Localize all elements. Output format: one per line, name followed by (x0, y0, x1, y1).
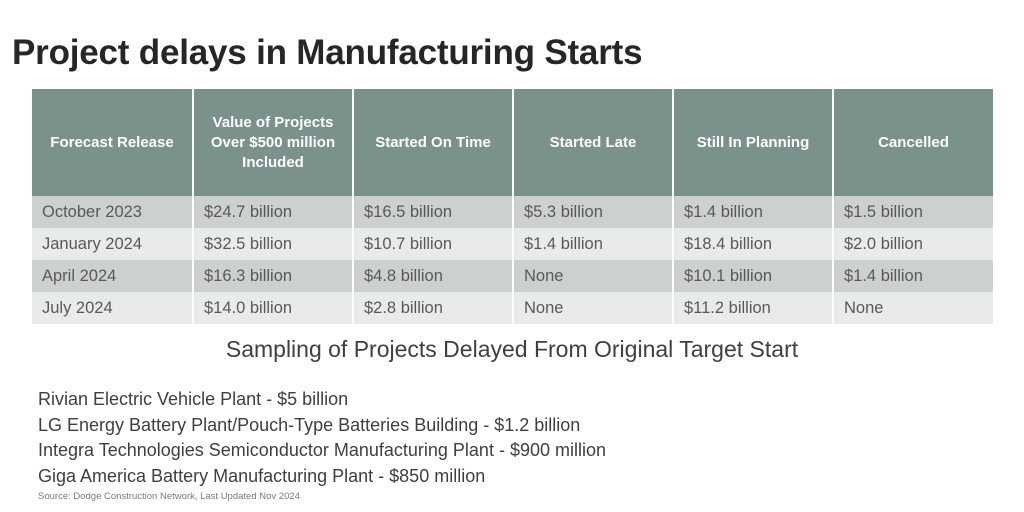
project-delays-table-container: Forecast Release Value of Projects Over … (32, 89, 993, 324)
section-subtitle: Sampling of Projects Delayed From Origin… (225, 336, 799, 362)
cell-cancelled: $1.5 billion (834, 196, 993, 228)
column-header-started-late: Started Late (514, 89, 674, 196)
sample-projects-list: Rivian Electric Vehicle Plant - $5 billi… (38, 387, 606, 489)
table-header: Forecast Release Value of Projects Over … (32, 89, 993, 196)
list-item: Giga America Battery Manufacturing Plant… (38, 465, 486, 486)
list-item: LG Energy Battery Plant/Pouch-Type Batte… (38, 414, 581, 435)
cell-forecast-release: April 2024 (32, 260, 194, 292)
cell-cancelled: $2.0 billion (834, 228, 993, 260)
cell-started-on-time: $10.7 billion (354, 228, 514, 260)
cell-started-late: None (514, 260, 674, 292)
table-row: October 2023 $24.7 billion $16.5 billion… (32, 196, 993, 228)
cell-started-on-time: $2.8 billion (354, 292, 514, 324)
table-header-row: Forecast Release Value of Projects Over … (32, 89, 993, 196)
cell-started-on-time: $16.5 billion (354, 196, 514, 228)
cell-forecast-release: January 2024 (32, 228, 194, 260)
column-header-cancelled: Cancelled (834, 89, 993, 196)
project-delays-table: Forecast Release Value of Projects Over … (32, 89, 993, 324)
cell-forecast-release: October 2023 (32, 196, 194, 228)
list-item: Integra Technologies Semiconductor Manuf… (38, 440, 606, 460)
cell-value-over-500m: $32.5 billion (194, 228, 354, 260)
table-row: July 2024 $14.0 billion $2.8 billion Non… (32, 292, 993, 324)
column-header-forecast-release: Forecast Release (32, 89, 194, 196)
cell-still-in-planning: $1.4 billion (674, 196, 834, 228)
cell-still-in-planning: $10.1 billion (674, 260, 834, 292)
cell-value-over-500m: $14.0 billion (194, 292, 354, 324)
cell-started-on-time: $4.8 billion (354, 260, 514, 292)
column-header-value-over-500m: Value of Projects Over $500 million Incl… (194, 89, 354, 196)
cell-value-over-500m: $16.3 billion (194, 260, 354, 292)
column-header-still-in-planning: Still In Planning (674, 89, 834, 196)
page-title: Project delays in Manufacturing Starts (12, 33, 643, 73)
table-row: January 2024 $32.5 billion $10.7 billion… (32, 228, 993, 260)
cell-cancelled: None (834, 292, 993, 324)
cell-cancelled: $1.4 billion (834, 260, 993, 292)
list-item: Rivian Electric Vehicle Plant - $5 billi… (38, 389, 349, 409)
cell-value-over-500m: $24.7 billion (194, 196, 354, 228)
table-row: April 2024 $16.3 billion $4.8 billion No… (32, 260, 993, 292)
cell-still-in-planning: $11.2 billion (674, 292, 834, 324)
source-note: Source: Dodge Construction Network, Last… (38, 491, 300, 502)
column-header-started-on-time: Started On Time (354, 89, 514, 196)
cell-still-in-planning: $18.4 billion (674, 228, 834, 260)
cell-started-late: $1.4 billion (514, 228, 674, 260)
cell-started-late: None (514, 292, 674, 324)
table-body: October 2023 $24.7 billion $16.5 billion… (32, 196, 993, 324)
cell-forecast-release: July 2024 (32, 292, 194, 324)
cell-started-late: $5.3 billion (514, 196, 674, 228)
